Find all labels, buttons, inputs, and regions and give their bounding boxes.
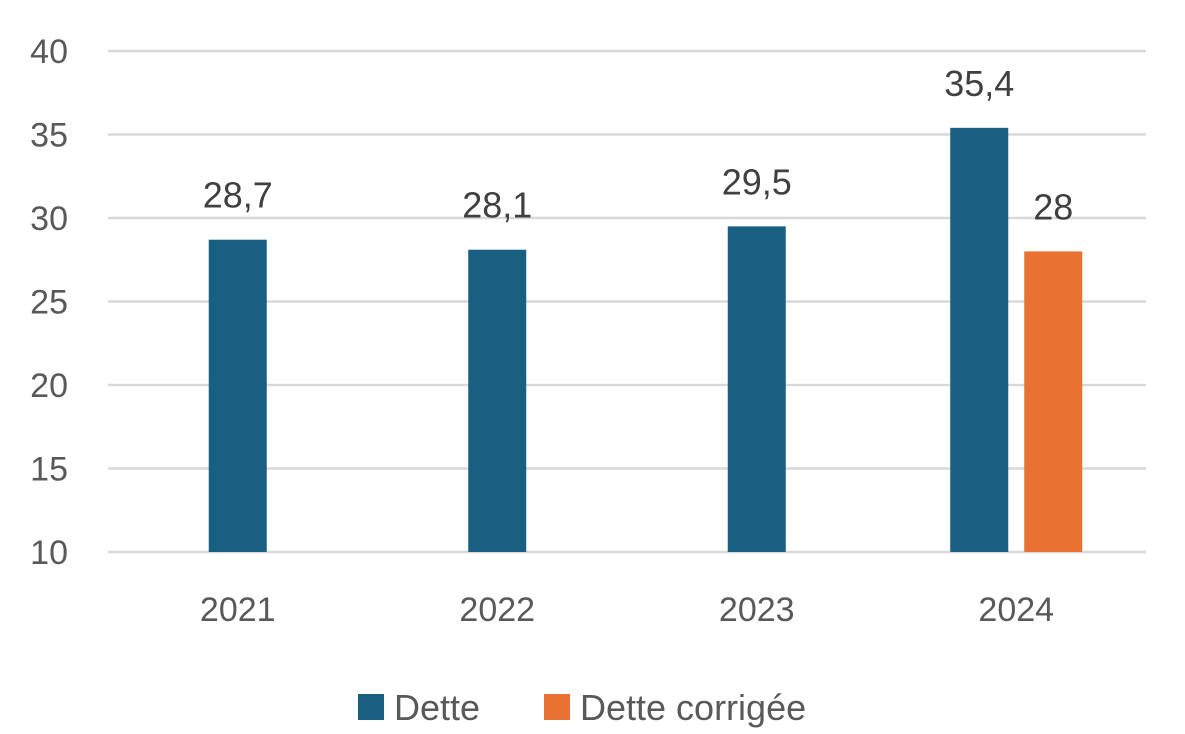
y-tick-label: 15 — [30, 451, 68, 489]
bar-dette-2022 — [468, 249, 527, 553]
data-label: 28 — [1033, 186, 1073, 227]
y-tick-label: 20 — [30, 367, 68, 405]
bar-dette-2021 — [208, 239, 267, 552]
x-tick-label: 2023 — [719, 591, 795, 629]
bar-dette-corrigée-2024 — [1024, 251, 1083, 552]
x-axis: 2021 2022 2023 2024 — [200, 591, 1054, 629]
data-label: 28,1 — [462, 185, 532, 226]
x-tick-label: 2024 — [978, 591, 1054, 629]
y-tick-label: 10 — [30, 534, 68, 572]
y-axis: 10 15 20 25 30 35 40 — [30, 33, 68, 572]
legend-label: Dette corrigée — [580, 687, 806, 728]
bar-dette-2024 — [950, 127, 1009, 552]
y-tick-label: 25 — [30, 284, 68, 322]
y-tick-label: 30 — [30, 200, 68, 238]
y-tick-label: 40 — [30, 33, 68, 71]
data-labels: 28,7 28,1 29,5 35,4 28 — [203, 63, 1074, 228]
gridlines — [108, 49, 1146, 554]
legend-swatch — [358, 694, 384, 720]
y-tick-label: 35 — [30, 117, 68, 155]
x-tick-label: 2022 — [459, 591, 535, 629]
data-label: 29,5 — [722, 161, 792, 202]
legend-label: Dette — [394, 687, 480, 728]
legend-swatch — [544, 694, 570, 720]
bars — [208, 127, 1083, 553]
data-label: 35,4 — [944, 63, 1014, 104]
legend: Dette Dette corrigée — [358, 687, 806, 728]
bar-dette-2023 — [727, 226, 786, 552]
x-tick-label: 2021 — [200, 591, 276, 629]
data-label: 28,7 — [203, 175, 273, 216]
